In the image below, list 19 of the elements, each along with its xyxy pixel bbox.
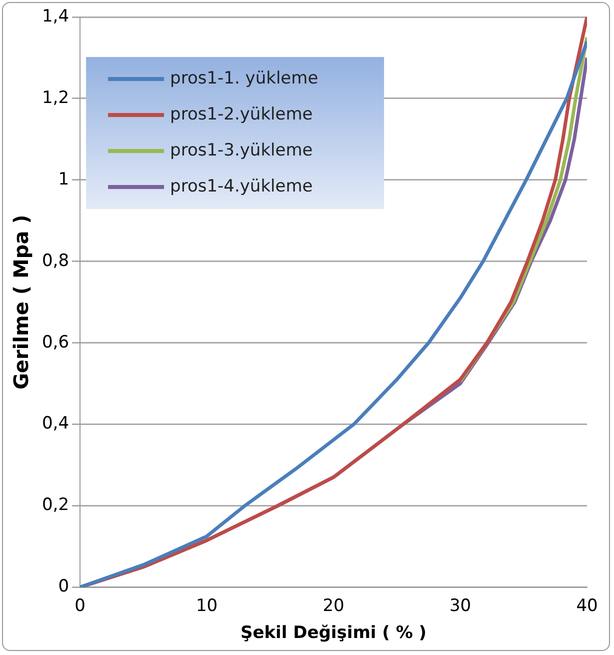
x-tick-label: 40 bbox=[576, 596, 598, 616]
x-tick-label: 20 bbox=[322, 596, 344, 616]
y-tick-label: 0,8 bbox=[42, 250, 70, 271]
y-tick-label: 0 bbox=[58, 576, 70, 597]
legend-label: pros1-1. yükleme bbox=[170, 68, 318, 88]
y-tick-label: 0,6 bbox=[42, 332, 70, 352]
legend-label: pros1-3.yükleme bbox=[170, 140, 313, 160]
x-tick-label: 0 bbox=[74, 596, 86, 616]
y-axis-title: Gerilme ( Mpa ) bbox=[9, 214, 34, 390]
x-tick-label: 10 bbox=[196, 596, 218, 616]
x-axis-title: Şekil Değişimi ( % ) bbox=[240, 623, 427, 644]
y-tick-label: 0,4 bbox=[42, 414, 70, 434]
legend-label: pros1-2.yükleme bbox=[170, 104, 313, 124]
y-tick-label: 1 bbox=[58, 169, 70, 190]
y-tick-label: 0,2 bbox=[42, 495, 70, 516]
x-tick-label: 30 bbox=[449, 596, 472, 616]
y-tick-label: 1,4 bbox=[42, 6, 70, 26]
legend-label: pros1-4.yükleme bbox=[170, 176, 313, 196]
y-tick-label: 1,2 bbox=[42, 88, 70, 108]
